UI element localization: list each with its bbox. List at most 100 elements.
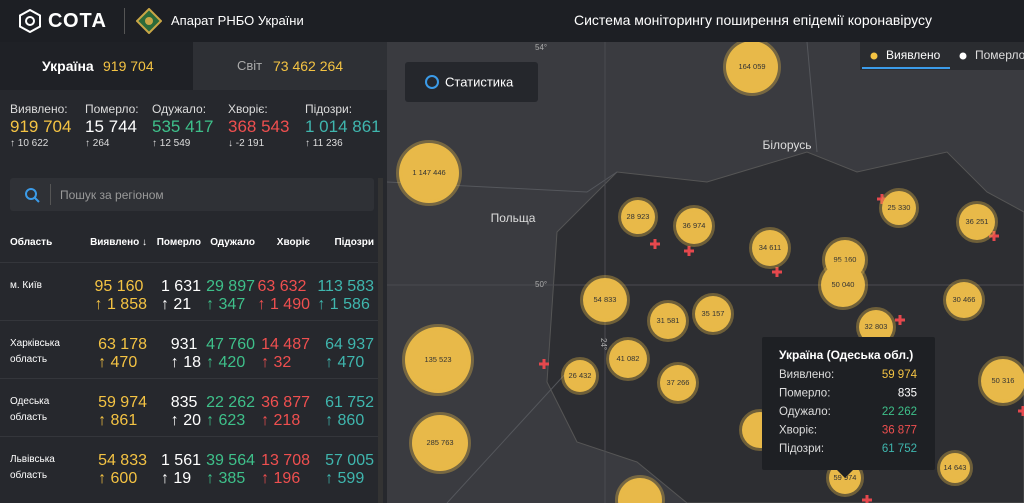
stat-label: Виявлено:: [10, 102, 68, 116]
cell: 83520: [171, 394, 201, 430]
bubble-label: 285 763: [426, 438, 453, 447]
cell-delta: 860: [325, 412, 374, 430]
bubble: [943, 279, 985, 321]
bubble-label: 164 059: [738, 62, 765, 71]
marker-cross: [650, 239, 660, 249]
stat-value: 919 704: [10, 117, 72, 136]
bubble: [723, 42, 781, 96]
cell-value: 47 760: [206, 336, 255, 353]
tab-label: Україна: [42, 58, 94, 74]
cell-value: 113 583: [317, 278, 374, 295]
cell: 13 708196: [261, 452, 310, 488]
region-name: м. Київ: [10, 280, 42, 291]
bubble-label: 54 833: [594, 295, 617, 304]
logo-icon: [19, 9, 41, 33]
bubble: [937, 450, 973, 486]
cell-value: 61 752: [325, 394, 374, 411]
tooltip-value: 61 752: [882, 443, 917, 455]
divider: [50, 184, 51, 205]
marker-cross: [1018, 406, 1024, 416]
cell-value: 835: [170, 394, 198, 411]
bubble-label: 14 643: [944, 463, 967, 472]
column-header: Виявлено ↓: [90, 237, 147, 248]
row-divider: [0, 262, 378, 263]
tooltip-value: 22 262: [882, 406, 917, 418]
bubble: [749, 227, 791, 269]
tooltip-label: Одужало:: [779, 406, 831, 418]
column-header: Область: [10, 237, 53, 248]
tab-value: 73 462 264: [273, 58, 344, 74]
column-header: Одужало: [210, 237, 255, 248]
bubble-label: 1 147 446: [412, 168, 445, 177]
cell-value: 64 937: [325, 336, 374, 353]
region-name: Одеська область: [10, 396, 50, 423]
bubble-label: 36 974: [683, 221, 706, 230]
tab-ukraine[interactable]: Україна 919 704: [0, 42, 193, 90]
cell: 95 1601 858: [95, 278, 148, 314]
tooltip-label: Підозри:: [779, 443, 824, 455]
stat-value: 1 014 861: [305, 117, 381, 136]
cell-value: 54 833: [98, 452, 147, 469]
logo: СОТА: [48, 10, 107, 32]
cell-delta: 861: [98, 412, 147, 430]
cell: 1 63121: [161, 278, 201, 314]
cell-delta: 385: [206, 470, 255, 488]
column-header: Померло: [156, 237, 201, 248]
org-emblem: [136, 8, 162, 34]
legend-label: Виявлено: [886, 48, 941, 62]
bubble: [692, 293, 734, 335]
cell-value: 95 160: [94, 278, 144, 295]
cell-value: 63 632: [257, 278, 307, 295]
cell: 57 005599: [325, 452, 374, 488]
cell-delta: 32: [261, 354, 310, 372]
stat-label: Одужало:: [152, 102, 207, 116]
stat-label: Хворіє:: [228, 102, 268, 116]
cell-value: 1 631: [160, 278, 201, 295]
cell-delta: 196: [261, 470, 310, 488]
marker-cross: [989, 231, 999, 241]
cell-value: 57 005: [325, 452, 374, 469]
tooltip-value: 36 877: [882, 425, 917, 437]
cell-delta: 1 490: [258, 296, 310, 314]
tooltip-label: Померло:: [779, 388, 830, 400]
stats-button[interactable]: Статистика: [405, 62, 538, 102]
cell: 14 48732: [261, 336, 310, 372]
bubble: [673, 205, 715, 247]
bubble: [657, 362, 699, 404]
bubble: [647, 300, 689, 342]
marker-cross: [539, 359, 549, 369]
bubble-label: 32 803: [865, 322, 888, 331]
stat-value: 15 744: [85, 117, 137, 136]
cell-value: 63 178: [98, 336, 147, 353]
row-divider: [0, 378, 378, 379]
stat-value: 368 543: [228, 117, 290, 136]
cell-delta: 18: [171, 354, 201, 372]
bubble: [879, 188, 919, 228]
bubble: [580, 275, 630, 325]
org-name: Апарат РНБО України: [171, 13, 304, 28]
cell: 63 178470: [98, 336, 147, 372]
marker-cross: [895, 315, 905, 325]
cell-delta: 1 586: [317, 296, 374, 314]
cell-delta: 623: [206, 412, 255, 430]
region-name: Львівська область: [10, 454, 55, 481]
bubble: [818, 260, 868, 310]
bubble-label: 95 160: [834, 255, 857, 264]
search-box[interactable]: Пошук за регіоном: [10, 178, 374, 211]
button-bg: [405, 62, 538, 102]
bubble: [409, 412, 471, 474]
cell: 36 877218: [261, 394, 310, 430]
cell-delta: 1 858: [95, 296, 147, 314]
region-name: Харківська область: [10, 338, 60, 365]
cell: 61 752860: [325, 394, 374, 430]
tab-world[interactable]: Світ 73 462 264: [193, 42, 387, 90]
cell-value: 22 262: [206, 394, 255, 411]
bubble: [402, 324, 474, 396]
cell-value: 59 974: [98, 394, 147, 411]
cell-delta: 420: [206, 354, 255, 372]
country-label: Польща: [491, 211, 536, 225]
cell-value: 1 561: [160, 452, 201, 469]
tooltip-value: 59 974: [882, 369, 918, 381]
bubble-label: 37 266: [667, 378, 690, 387]
